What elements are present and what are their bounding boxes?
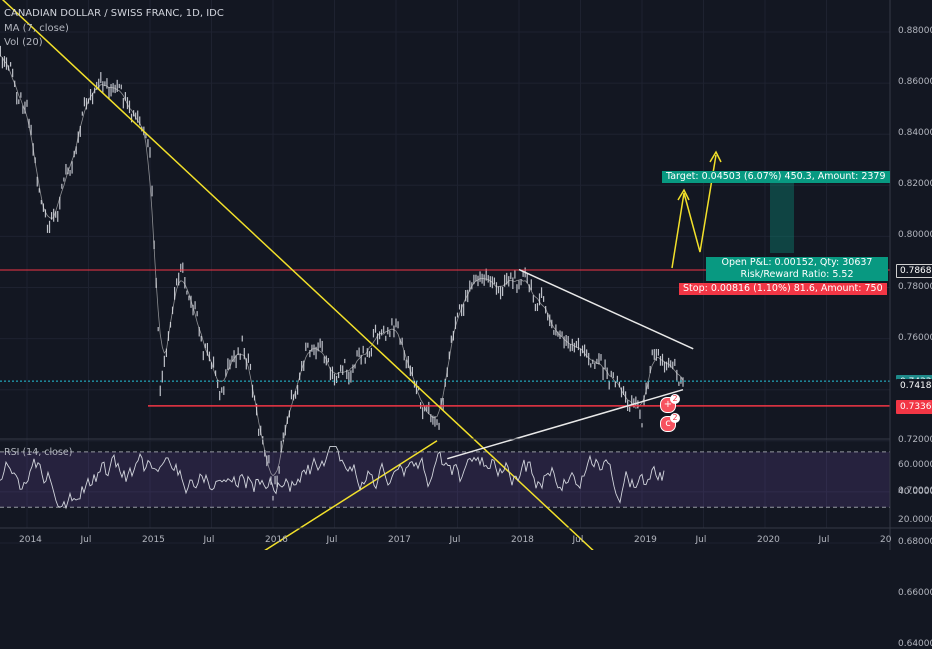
price-tick-label: 0.64000 [898,639,932,649]
rsi-band-fill [0,452,890,507]
rsi-tick-label: 20.0000 [898,515,932,525]
price-tick-label: 0.86000 [898,77,932,87]
volume-indicator-label[interactable]: Vol (20) [4,37,43,49]
price-badge: 0.78687 [896,264,932,278]
time-tick-label: Jul [573,535,584,545]
time-tick-label: Jul [819,535,830,545]
time-tick-label: 2020 [757,535,780,545]
chart-title: CANADIAN DOLLAR / SWISS FRANC, 1D, IDC [4,8,224,20]
time-tick-label: Jul [327,535,338,545]
rsi-tick-label: 60.0000 [898,460,932,470]
time-tick-label: Jul [81,535,92,545]
event-marker[interactable]: +2 [660,397,684,413]
open-pl-label: Open P&L: 0.00152, Qty: 30637 [706,257,888,269]
price-tick-label: 0.82000 [898,179,932,189]
time-tick-label: 20 [880,535,891,545]
ma-indicator-label[interactable]: MA (7, close) [4,23,69,35]
price-tick-label: 0.80000 [898,230,932,240]
chart-root: CANADIAN DOLLAR / SWISS FRANC, 1D, IDC M… [0,0,932,550]
price-tick-label: 0.76000 [898,333,932,343]
time-tick-label: Jul [450,535,461,545]
risk-reward-label: Risk/Reward Ratio: 5.52 [706,269,888,281]
time-tick-label: 2017 [388,535,411,545]
stop-label[interactable]: Stop: 0.00816 (1.10%) 81.6, Amount: 750 [679,283,887,295]
position-info-box[interactable]: Open P&L: 0.00152, Qty: 30637 Risk/Rewar… [706,257,888,281]
event-count: 2 [670,394,680,404]
rsi-tick-label: 40.0000 [898,487,932,497]
time-tick-label: 2019 [634,535,657,545]
price-tick-label: 0.84000 [898,128,932,138]
event-count: 2 [670,413,680,423]
price-tick-label: 0.72000 [898,435,932,445]
price-badge: 0.74184 [896,379,932,393]
target-label[interactable]: Target: 0.04503 (6.07%) 450.3, Amount: 2… [662,171,890,183]
target-zone [770,183,794,253]
time-tick-label: 2015 [142,535,165,545]
time-tick-label: 2018 [511,535,534,545]
price-tick-label: 0.88000 [898,26,932,36]
price-tick-label: 0.68000 [898,537,932,547]
rsi-band [0,452,890,507]
time-tick-label: 2014 [19,535,42,545]
rsi-indicator-label[interactable]: RSI (14, close) [4,447,72,458]
time-tick-label: Jul [696,535,707,545]
price-badge: 0.73368 [896,400,932,414]
time-tick-label: Jul [204,535,215,545]
price-tick-label: 0.66000 [898,588,932,598]
price-tick-label: 0.78000 [898,282,932,292]
time-tick-label: 2016 [265,535,288,545]
